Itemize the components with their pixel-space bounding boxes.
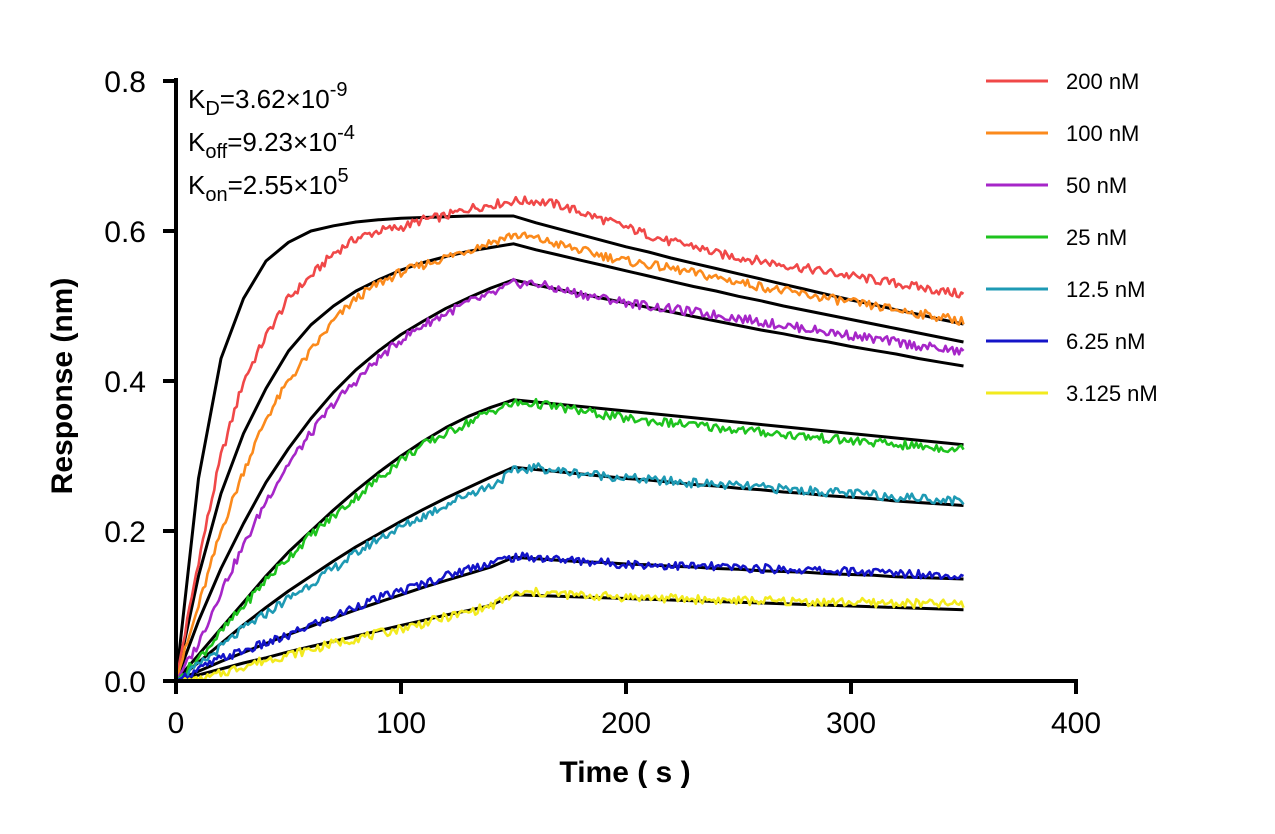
fit-line-200-nm (174, 214, 964, 682)
series-line-200-nm (174, 195, 965, 682)
y-tick-label: 0.0 (104, 666, 146, 699)
x-tick-label: 400 (1051, 707, 1101, 740)
legend: 200 nM 100 nM 50 nM 25 nM 12.5 nM 6.25 nM 3.12… (986, 69, 1158, 406)
fit-line-3-125-nm (175, 593, 964, 683)
legend-label-12-5-nm: 12.5 nM (1066, 277, 1146, 302)
x-tick-label: 100 (376, 707, 426, 740)
kon-annotation: Kon=2.55×105 (188, 165, 349, 206)
x-tick-label: 0 (168, 707, 185, 740)
fit-line-6-25-nm (175, 555, 964, 683)
fit-line-100-nm (174, 242, 964, 682)
legend-label-200-nm: 200 nM (1066, 69, 1139, 94)
legend-label-50-nm: 50 nM (1066, 173, 1127, 198)
legend-label-3-125-nm: 3.125 nM (1066, 381, 1158, 406)
axes (174, 78, 1078, 683)
koff-annotation: Koff=9.23×10-4 (188, 122, 355, 163)
x-axis-title: Time ( s ) (559, 756, 690, 789)
y-tick-label: 0.8 (104, 66, 146, 99)
x-tick-label: 200 (601, 707, 651, 740)
axis-ticks: 0 100 200 300 400 0.0 0.2 0.4 0.6 0.8 (104, 66, 1101, 740)
legend-label-100-nm: 100 nM (1066, 121, 1139, 146)
data-series (174, 195, 965, 683)
fit-line-12-5-nm (175, 465, 964, 683)
y-tick-label: 0.4 (104, 366, 146, 399)
y-tick-label: 0.2 (104, 516, 146, 549)
y-axis-title: Response (nm) (46, 278, 79, 495)
series-line-50-nm (174, 277, 965, 682)
legend-label-25-nm: 25 nM (1066, 225, 1127, 250)
fit-line-50-nm (174, 278, 964, 682)
y-tick-label: 0.6 (104, 216, 146, 249)
fit-curves (174, 214, 964, 683)
series-line-3-125-nm (176, 586, 965, 683)
series-line-12-5-nm (175, 462, 965, 683)
series-line-6-25-nm (175, 551, 965, 683)
kd-annotation: KD=3.62×10-9 (188, 79, 347, 120)
x-tick-label: 300 (826, 707, 876, 740)
series-line-25-nm (175, 397, 965, 682)
legend-label-6-25-nm: 6.25 nM (1066, 329, 1146, 354)
kinetic-constants: KD=3.62×10-9 Koff=9.23×10-4 Kon=2.55×105 (188, 79, 355, 206)
series-line-100-nm (174, 231, 965, 682)
